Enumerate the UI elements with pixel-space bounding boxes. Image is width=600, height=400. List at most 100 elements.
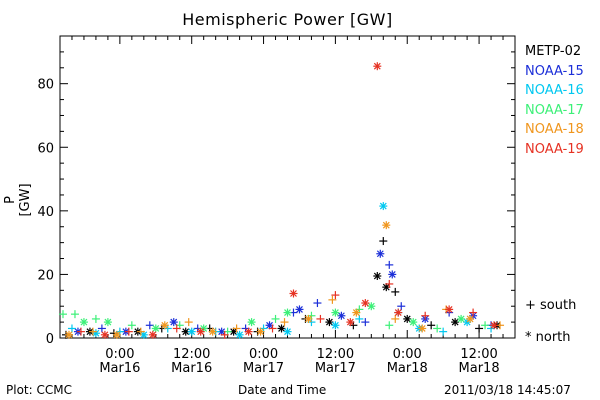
south-marker xyxy=(280,318,289,327)
south-marker xyxy=(67,324,76,333)
north-marker xyxy=(409,318,418,327)
axes: 0204060800:00Mar1612:00Mar160:00Mar1712:… xyxy=(37,36,516,376)
south-marker xyxy=(220,330,229,339)
y-tick-label: 40 xyxy=(37,205,54,220)
north-marker xyxy=(457,314,466,323)
south-marker xyxy=(76,327,85,336)
north-marker xyxy=(490,321,499,330)
south-marker xyxy=(391,287,400,296)
north-marker xyxy=(148,330,157,339)
x-tick-label-date: Mar18 xyxy=(459,361,500,376)
south-marker xyxy=(385,321,394,330)
footer-timestamp: 2011/03/18 14:45:07 xyxy=(444,383,571,397)
north-marker xyxy=(361,299,370,308)
north-marker xyxy=(388,270,397,279)
north-marker xyxy=(283,327,292,336)
north-marker xyxy=(160,321,169,330)
x-tick-label-date: Mar16 xyxy=(99,361,140,376)
north-marker xyxy=(346,318,355,327)
south-marker xyxy=(469,308,478,317)
south-marker xyxy=(124,327,133,336)
north-marker xyxy=(337,311,346,320)
x-tick-label-time: 12:00 xyxy=(173,347,210,362)
south-marker xyxy=(361,318,370,327)
south-marker xyxy=(145,321,154,330)
south-marker xyxy=(70,310,79,319)
south-marker xyxy=(88,327,97,336)
x-tick-label-date: Mar17 xyxy=(315,361,356,376)
north-marker xyxy=(445,305,454,314)
y-tick-label: 20 xyxy=(37,268,54,283)
north-marker xyxy=(247,318,256,327)
south-marker xyxy=(127,321,136,330)
legend-item-noaa-15: NOAA-15 xyxy=(525,63,584,79)
south-marker xyxy=(268,324,277,333)
north-marker xyxy=(403,314,412,323)
south-marker xyxy=(427,321,436,330)
north-marker xyxy=(331,308,340,317)
north-marker xyxy=(373,272,382,281)
north-marker xyxy=(295,305,304,314)
north-marker xyxy=(325,318,334,327)
south-marker xyxy=(184,318,193,327)
legend-item-noaa-16: NOAA-16 xyxy=(525,83,584,98)
south-marker xyxy=(439,327,448,336)
south-marker xyxy=(475,324,484,333)
legend-item-noaa-19: NOAA-19 xyxy=(525,141,584,157)
north-marker xyxy=(304,314,313,323)
north-marker xyxy=(367,302,376,311)
y-tick-label: 0 xyxy=(46,332,54,347)
north-marker xyxy=(196,327,205,336)
south-marker xyxy=(481,321,490,330)
marker-legend-north: * north xyxy=(525,330,571,345)
south-marker xyxy=(271,314,280,323)
data-marks xyxy=(58,62,505,339)
north-marker xyxy=(256,327,265,336)
north-marker xyxy=(151,324,160,333)
north-marker xyxy=(79,318,88,327)
south-marker xyxy=(91,314,100,323)
north-marker xyxy=(235,330,244,339)
north-marker xyxy=(373,62,382,71)
south-marker xyxy=(385,279,394,288)
north-marker xyxy=(277,324,286,333)
north-marker xyxy=(187,327,196,336)
north-marker xyxy=(112,330,121,339)
south-marker xyxy=(313,299,322,308)
y-axis-label: P [GW] xyxy=(3,183,33,217)
legend-item-noaa-18: NOAA-18 xyxy=(525,122,584,137)
south-marker xyxy=(379,237,388,246)
north-marker xyxy=(208,327,217,336)
south-marker xyxy=(328,295,337,304)
x-tick-label-date: Mar17 xyxy=(243,361,284,376)
legend: METP-02 NOAA-15 NOAA-16 NOAA-17 NOAA-18 … xyxy=(525,42,584,159)
north-marker xyxy=(466,314,475,323)
north-marker xyxy=(379,202,388,211)
south-marker xyxy=(421,311,430,320)
south-marker xyxy=(355,314,364,323)
x-tick-label-date: Mar18 xyxy=(387,361,428,376)
south-marker xyxy=(136,327,145,336)
north-marker xyxy=(418,324,427,333)
south-marker xyxy=(172,324,181,333)
x-tick-label-time: 0:00 xyxy=(249,347,278,362)
south-marker xyxy=(58,310,67,319)
south-marker xyxy=(391,314,400,323)
legend-item-noaa-17: NOAA-17 xyxy=(525,102,584,118)
x-tick-label-time: 0:00 xyxy=(393,347,422,362)
x-tick-label-time: 12:00 xyxy=(460,347,497,362)
south-marker xyxy=(397,302,406,311)
north-marker xyxy=(283,308,292,317)
footer-source: Plot: CCMC xyxy=(6,383,72,397)
marker-legend-south: + south xyxy=(525,298,577,313)
north-marker xyxy=(382,221,391,230)
x-tick-label-date: Mar16 xyxy=(171,361,212,376)
x-tick-label-time: 0:00 xyxy=(105,347,134,362)
y-tick-label: 60 xyxy=(37,141,54,156)
north-marker xyxy=(169,318,178,327)
north-marker xyxy=(244,327,253,336)
y-tick-label: 80 xyxy=(37,78,54,93)
south-marker xyxy=(331,291,340,300)
north-marker xyxy=(100,330,109,339)
